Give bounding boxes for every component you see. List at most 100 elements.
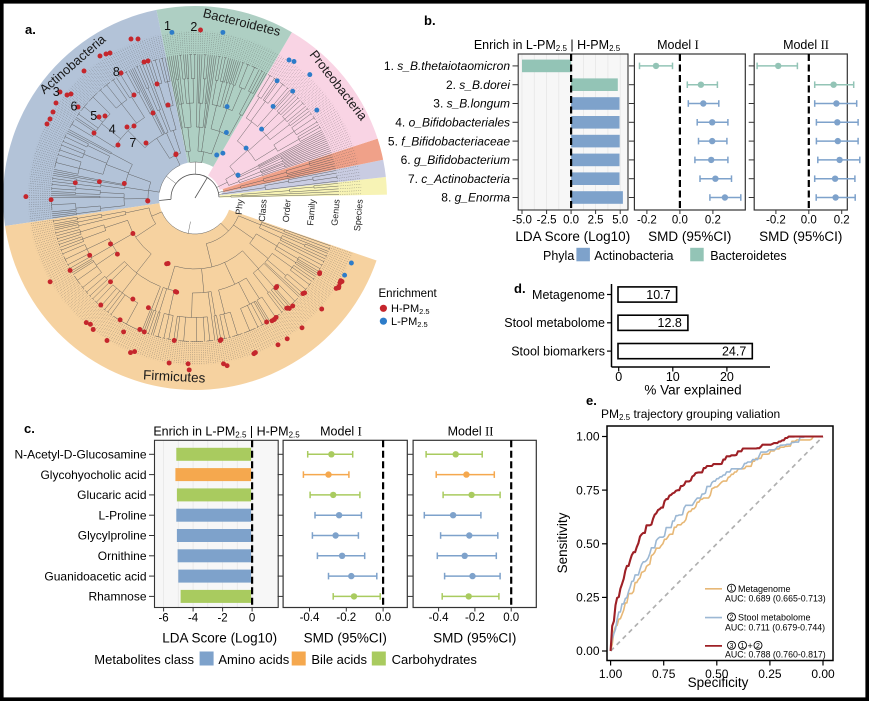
svg-text:1: 1 bbox=[741, 643, 745, 650]
svg-text:Bile acids: Bile acids bbox=[311, 652, 367, 667]
svg-text:12.8: 12.8 bbox=[658, 316, 682, 330]
svg-text:3. s_B.longum: 3. s_B.longum bbox=[433, 97, 510, 111]
svg-text:-0.2: -0.2 bbox=[766, 215, 786, 227]
svg-text:Carbohydrates: Carbohydrates bbox=[392, 652, 478, 667]
svg-text:Metagenome: Metagenome bbox=[738, 584, 791, 594]
svg-text:Specificity: Specificity bbox=[688, 675, 749, 690]
svg-text:SMD (95%CI): SMD (95%CI) bbox=[759, 229, 842, 244]
svg-text:Species: Species bbox=[352, 198, 365, 231]
svg-text:7: 7 bbox=[129, 136, 136, 150]
svg-text:6. g_Bifidobacterium: 6. g_Bifidobacterium bbox=[401, 153, 510, 167]
svg-text:Model II: Model II bbox=[783, 38, 829, 52]
svg-text:L-PM2.5: L-PM2.5 bbox=[391, 316, 428, 329]
svg-text:a.: a. bbox=[25, 22, 36, 37]
svg-text:e.: e. bbox=[586, 393, 597, 408]
svg-text:4: 4 bbox=[109, 123, 116, 137]
svg-text:Firmicutes: Firmicutes bbox=[143, 367, 206, 385]
svg-text:7. c_Actinobacteria: 7. c_Actinobacteria bbox=[408, 172, 510, 186]
svg-text:LDA Score (Log10): LDA Score (Log10) bbox=[162, 630, 277, 645]
svg-text:-0.2: -0.2 bbox=[336, 612, 356, 624]
svg-text:Family: Family bbox=[305, 198, 317, 226]
svg-text:0: 0 bbox=[615, 370, 622, 384]
svg-text:c.: c. bbox=[24, 421, 35, 436]
svg-text:Model II: Model II bbox=[448, 425, 494, 439]
svg-text:24.7: 24.7 bbox=[722, 344, 746, 358]
svg-text:Stool metabolome: Stool metabolome bbox=[504, 316, 605, 330]
svg-text:AUC: 0.711 (0.679-0.744): AUC: 0.711 (0.679-0.744) bbox=[725, 623, 825, 633]
svg-text:2: 2 bbox=[190, 20, 197, 34]
svg-text:Glycohyocholic acid: Glycohyocholic acid bbox=[40, 468, 146, 482]
svg-text:Model I: Model I bbox=[320, 425, 362, 439]
svg-text:2: 2 bbox=[756, 643, 760, 650]
svg-text:AUC: 0.788 (0.760-0.817): AUC: 0.788 (0.760-0.817) bbox=[725, 649, 826, 659]
svg-text:1. s_B.thetaiotaomicron: 1. s_B.thetaiotaomicron bbox=[384, 59, 510, 73]
svg-text:0: 0 bbox=[249, 613, 255, 625]
svg-text:Guanidoacetic acid: Guanidoacetic acid bbox=[44, 569, 146, 583]
svg-text:Genus: Genus bbox=[329, 198, 341, 226]
svg-text:N-Acetyl-D-Glucosamine: N-Acetyl-D-Glucosamine bbox=[14, 448, 146, 462]
svg-text:Amino acids: Amino acids bbox=[218, 652, 289, 667]
svg-text:+: + bbox=[748, 641, 753, 651]
svg-text:1.00: 1.00 bbox=[576, 430, 600, 444]
svg-text:0.0: 0.0 bbox=[503, 612, 519, 624]
svg-text:3: 3 bbox=[53, 85, 60, 99]
svg-text:Phy: Phy bbox=[234, 198, 245, 215]
svg-text:LDA Score (Log10): LDA Score (Log10) bbox=[515, 229, 630, 244]
svg-text:8. g_Enorma: 8. g_Enorma bbox=[441, 191, 510, 205]
svg-text:-6: -6 bbox=[158, 613, 168, 625]
svg-text:5.0: 5.0 bbox=[612, 215, 628, 227]
svg-text:Metabolites class: Metabolites class bbox=[94, 652, 194, 667]
svg-text:10.7: 10.7 bbox=[646, 288, 670, 302]
svg-text:0.2: 0.2 bbox=[705, 215, 721, 227]
svg-text:L-Proline: L-Proline bbox=[98, 508, 146, 522]
svg-text:PM2.5 trajectory grouping vali: PM2.5 trajectory grouping valiation bbox=[601, 407, 780, 422]
svg-text:1: 1 bbox=[164, 19, 171, 33]
svg-text:2. s_B.dorei: 2. s_B.dorei bbox=[446, 78, 510, 92]
svg-text:1.00: 1.00 bbox=[599, 667, 623, 681]
svg-text:0.75: 0.75 bbox=[652, 667, 676, 681]
svg-text:1: 1 bbox=[730, 586, 734, 593]
svg-text:-0.2: -0.2 bbox=[637, 215, 657, 227]
svg-text:Sensitivity: Sensitivity bbox=[555, 512, 570, 573]
svg-text:8: 8 bbox=[113, 65, 120, 79]
svg-text:6: 6 bbox=[71, 100, 78, 114]
svg-text:Bacteroidetes: Bacteroidetes bbox=[710, 249, 786, 263]
svg-text:10: 10 bbox=[666, 370, 680, 384]
svg-text:SMD (95%CI): SMD (95%CI) bbox=[648, 229, 731, 244]
svg-text:Model I: Model I bbox=[657, 38, 699, 52]
svg-text:0.0: 0.0 bbox=[375, 612, 391, 624]
svg-text:Stool biomarkers: Stool biomarkers bbox=[511, 344, 605, 358]
svg-text:0.25: 0.25 bbox=[758, 667, 782, 681]
svg-text:AUC: 0.689 (0.665-0.713): AUC: 0.689 (0.665-0.713) bbox=[725, 594, 826, 604]
svg-text:Metagenome: Metagenome bbox=[532, 288, 605, 302]
svg-text:-0.4: -0.4 bbox=[300, 612, 320, 624]
svg-text:Order: Order bbox=[281, 199, 293, 223]
svg-text:-5.0: -5.0 bbox=[512, 215, 532, 227]
svg-text:SMD (95%CI): SMD (95%CI) bbox=[304, 630, 387, 645]
svg-text:-4: -4 bbox=[188, 613, 199, 625]
svg-text:Glucaric acid: Glucaric acid bbox=[77, 488, 146, 502]
svg-text:Glycylproline: Glycylproline bbox=[78, 529, 147, 543]
svg-text:20: 20 bbox=[720, 370, 734, 384]
svg-text:0.25: 0.25 bbox=[576, 591, 600, 605]
svg-text:d.: d. bbox=[514, 281, 526, 296]
svg-text:-2.5: -2.5 bbox=[537, 215, 557, 227]
svg-text:0.00: 0.00 bbox=[576, 644, 600, 658]
svg-text:Ornithine: Ornithine bbox=[98, 549, 147, 563]
svg-text:0.0: 0.0 bbox=[563, 215, 579, 227]
svg-text:0.50: 0.50 bbox=[705, 667, 729, 681]
svg-text:Enrich in L-PM2.5 | H-PM2.5: Enrich in L-PM2.5 | H-PM2.5 bbox=[474, 38, 621, 53]
svg-text:-0.4: -0.4 bbox=[429, 612, 449, 624]
svg-text:Phyla: Phyla bbox=[543, 249, 574, 263]
svg-text:4. o_Bifidobacteriales: 4. o_Bifidobacteriales bbox=[395, 116, 510, 130]
svg-text:0.50: 0.50 bbox=[576, 537, 600, 551]
svg-text:0.0: 0.0 bbox=[801, 215, 817, 227]
svg-text:-0.2: -0.2 bbox=[465, 612, 485, 624]
svg-text:Class: Class bbox=[257, 198, 269, 222]
svg-text:0.2: 0.2 bbox=[834, 215, 850, 227]
svg-text:Stool metabolome: Stool metabolome bbox=[738, 613, 811, 623]
svg-text:-2: -2 bbox=[217, 613, 227, 625]
svg-text:0.75: 0.75 bbox=[576, 483, 600, 497]
svg-text:SMD (95%CI): SMD (95%CI) bbox=[433, 630, 516, 645]
svg-text:2.5: 2.5 bbox=[588, 215, 604, 227]
